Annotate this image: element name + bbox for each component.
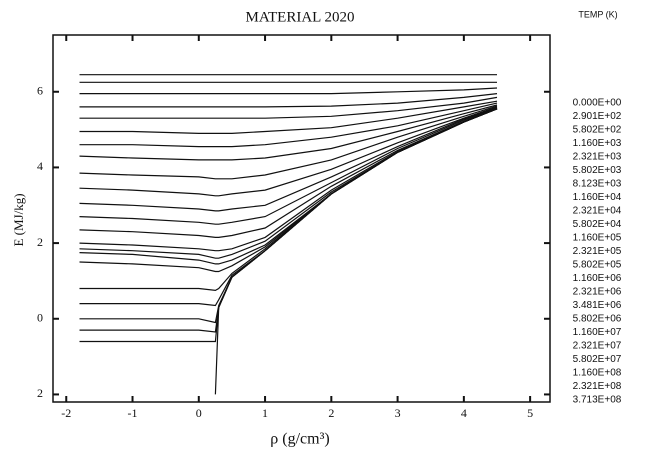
isotherm-line — [79, 107, 498, 238]
isotherm-line — [79, 107, 498, 225]
legend-entry: 1.160E+03 — [573, 138, 622, 149]
legend-entry: 5.802E+06 — [573, 314, 622, 325]
isotherm-line — [79, 108, 498, 252]
legend-entry: 2.321E+05 — [573, 246, 622, 257]
legend-entry: 5.802E+03 — [573, 165, 622, 176]
legend-entry: 1.160E+04 — [573, 192, 622, 203]
y-tick-label: 0 — [37, 311, 43, 325]
legend-entry: 1.160E+08 — [573, 368, 622, 379]
x-tick-label: 0 — [196, 406, 202, 420]
isotherm-line — [79, 102, 498, 148]
legend-entry: 5.802E+05 — [573, 260, 622, 271]
x-tick-label: 5 — [527, 406, 533, 420]
legend-entry: 5.802E+07 — [573, 354, 622, 365]
x-tick-label: -2 — [61, 406, 71, 420]
y-tick-label: 4 — [37, 159, 43, 173]
x-tick-label: 1 — [262, 406, 268, 420]
isotherm-line — [79, 107, 498, 212]
legend-entry: 8.123E+03 — [573, 179, 622, 190]
isotherm-line — [79, 100, 498, 134]
legend-entry: 2.321E+06 — [573, 287, 622, 298]
y-axis-label: E (MJ/kg) — [11, 193, 26, 246]
plot-frame — [52, 34, 551, 403]
legend-entry: 2.321E+04 — [573, 206, 622, 217]
x-tick-label: 3 — [395, 406, 401, 420]
legend-entry: 1.160E+06 — [573, 273, 622, 284]
isotherm-line — [79, 105, 498, 180]
legend-entry: 2.901E+02 — [573, 111, 622, 122]
legend-entry: 1.160E+05 — [573, 233, 622, 244]
chart-title: MATERIAL 2020 — [245, 9, 354, 25]
isotherm-line — [79, 106, 498, 197]
legend-title: TEMP (K) — [578, 9, 617, 19]
isotherm-line — [79, 96, 498, 119]
x-tick-label: -1 — [128, 406, 138, 420]
isotherm-line — [79, 108, 498, 343]
legend-entry: 2.321E+03 — [573, 152, 622, 163]
legend-entry: 3.481E+06 — [573, 300, 622, 311]
isotherm-line — [79, 93, 498, 108]
legend-entry: 2.321E+08 — [573, 381, 622, 392]
x-tick-label: 2 — [328, 406, 334, 420]
isotherm-line — [79, 87, 498, 95]
legend-entry: 0.000E+00 — [573, 98, 622, 109]
legend-entry: 2.321E+07 — [573, 341, 622, 352]
y-tick-label: 6 — [37, 84, 43, 98]
legend-entry: 5.802E+04 — [573, 219, 622, 230]
x-tick-label: 4 — [461, 406, 467, 420]
isotherm-line — [79, 108, 498, 307]
y-tick-label: 2 — [37, 386, 43, 400]
isotherm-line — [79, 108, 498, 324]
legend-entry: 5.802E+02 — [573, 125, 622, 136]
x-axis-label: ρ (g/cm³) — [270, 431, 329, 448]
legend-entry: 1.160E+07 — [573, 327, 622, 338]
y-tick-label: 2 — [37, 235, 43, 249]
isotherm-line — [79, 104, 498, 161]
legend-entry: 3.713E+08 — [573, 395, 622, 406]
